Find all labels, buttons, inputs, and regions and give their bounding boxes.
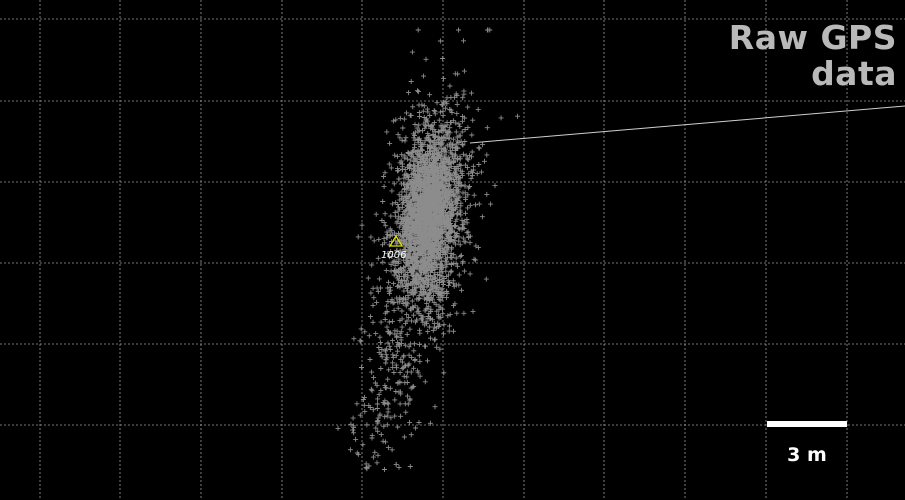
leader-line [469, 105, 905, 144]
title-line-2: data [811, 54, 897, 93]
scale-bar [767, 421, 847, 427]
map-title: Raw GPS data [729, 20, 897, 92]
station-label: 1006 [381, 250, 407, 261]
scale-label: 3 m [787, 444, 827, 466]
title-line-1: Raw GPS [728, 18, 897, 57]
plus-icon [335, 27, 520, 472]
gps-point-cloud [335, 27, 520, 472]
triangle-icon[interactable] [388, 234, 404, 247]
